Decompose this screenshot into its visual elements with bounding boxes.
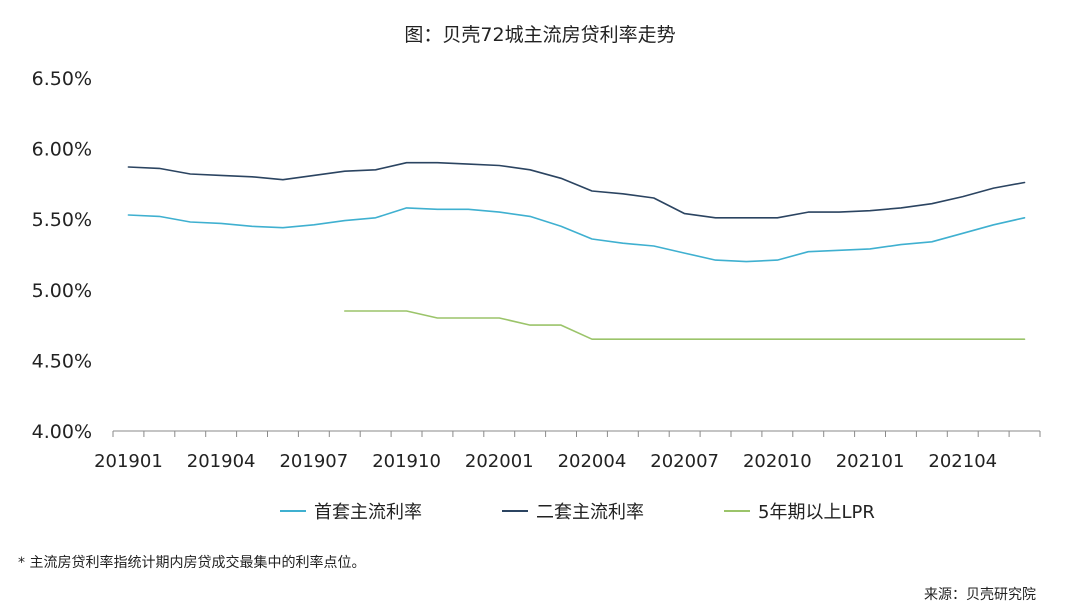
y-tick-label: 4.00%: [32, 421, 92, 443]
legend-swatch-second-home-rate: [502, 510, 528, 512]
x-tick-label: 202001: [465, 451, 534, 472]
series-line-second-home-rate: [127, 161, 1026, 219]
y-tick-label: 5.50%: [32, 209, 92, 231]
legend-swatch-lpr: [724, 510, 750, 512]
legend-label-lpr: 5年期以上LPR: [758, 502, 875, 523]
legend-item-first-home-rate: 首套主流利率: [280, 498, 422, 524]
x-tick-label: 201904: [187, 451, 256, 472]
legend-swatch-first-home-rate: [280, 510, 306, 512]
footnote: * 主流房贷利率指统计期内房贷成交最集中的利率点位。: [18, 555, 366, 571]
legend: 首套主流利率 二套主流利率 5年期以上LPR: [0, 498, 1080, 524]
legend-label-second-home-rate: 二套主流利率: [536, 502, 644, 523]
x-tick-label: 201907: [279, 451, 348, 472]
source-note: 来源：贝壳研究院: [924, 587, 1036, 603]
x-tick-label: 201910: [372, 451, 441, 472]
x-tick-label: 202010: [743, 451, 812, 472]
legend-item-lpr: 5年期以上LPR: [724, 498, 875, 524]
y-tick-label: 4.50%: [32, 350, 92, 372]
x-tick-label: 202004: [558, 451, 627, 472]
legend-label-first-home-rate: 首套主流利率: [314, 502, 422, 523]
x-tick-label: 201901: [94, 451, 163, 472]
x-tick-label: 202007: [650, 451, 719, 472]
series-line-lpr: [344, 310, 1026, 340]
legend-item-second-home-rate: 二套主流利率: [502, 498, 644, 524]
y-tick-label: 6.50%: [32, 68, 92, 90]
chart-title: 图：贝壳72城主流房贷利率走势: [404, 24, 676, 46]
series-line-first-home-rate: [127, 207, 1026, 263]
x-tick-label: 202101: [836, 451, 905, 472]
y-tick-label: 6.00%: [32, 139, 92, 161]
x-tick-label: 202104: [928, 451, 997, 472]
y-tick-label: 5.00%: [32, 280, 92, 302]
